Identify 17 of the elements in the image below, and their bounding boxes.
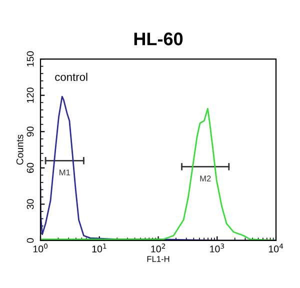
y-tick-label: 0	[26, 238, 34, 243]
y-axis-title: Counts	[16, 134, 24, 165]
y-tick-label: 150	[26, 51, 34, 66]
series-label: M2	[200, 176, 211, 182]
y-tick-label: 120	[26, 88, 34, 103]
y-tick-label: 60	[26, 162, 34, 173]
x-axis-title: FL1-H	[147, 256, 170, 262]
series-label: M1	[60, 170, 70, 176]
chart-title: HL-60	[134, 32, 183, 46]
y-tick-label: 90	[26, 126, 34, 137]
annotation: control	[55, 72, 88, 81]
x-tick-label: 10$^{3}$	[210, 244, 224, 252]
x-tick-label: 10$^{0}$	[33, 244, 48, 252]
x-tick-label: 10$^{2}$	[151, 244, 166, 252]
x-tick-label: 10$^{4}$	[268, 244, 284, 252]
y-tick-label: 30	[26, 199, 34, 210]
x-tick-label: 10$^{1}$	[92, 244, 106, 252]
